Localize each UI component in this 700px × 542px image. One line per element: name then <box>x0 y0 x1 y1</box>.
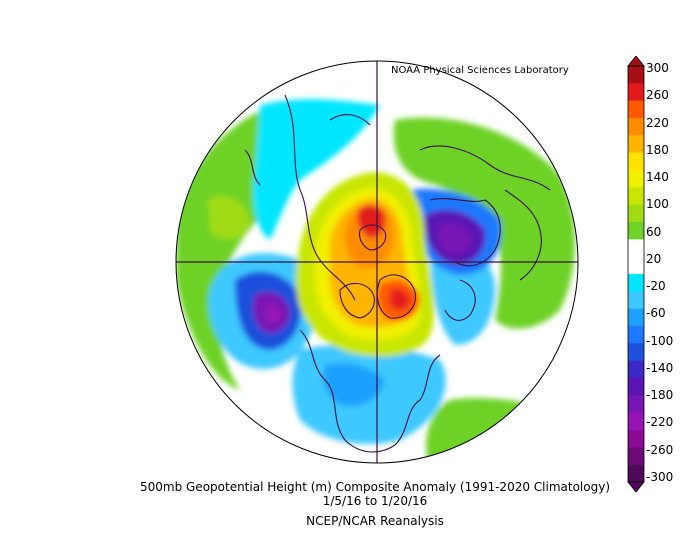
colorbar-swatch <box>628 464 644 483</box>
colorbar-swatch <box>628 447 644 465</box>
colorbar-tick-label: -140 <box>646 360 674 375</box>
colorbar-swatch <box>628 204 644 223</box>
colorbar-swatch <box>628 412 644 431</box>
colorbar-tick-label: 20 <box>646 251 662 266</box>
colorbar-tick-label: -300 <box>646 470 674 484</box>
colorbar-swatch <box>628 378 644 396</box>
colorbar-tick-label: -260 <box>646 442 674 457</box>
map-disc <box>176 61 578 463</box>
colorbar-tick-label: -60 <box>646 306 666 321</box>
colorbar-swatch <box>628 100 644 119</box>
colorbar-tick-label: -20 <box>646 279 666 294</box>
colorbar-tick-label: 220 <box>646 115 669 130</box>
colorbar-swatch <box>628 256 644 275</box>
colorbar-swatch <box>628 187 644 205</box>
colorbar-swatch <box>628 360 644 379</box>
colorbar-tick-label: 140 <box>646 170 669 185</box>
colorbar-swatch <box>628 222 644 240</box>
colorbar-swatch <box>628 239 644 257</box>
date-range: 1/5/16 to 1/20/16 <box>322 494 428 508</box>
colorbar-tick-label: -180 <box>646 388 674 403</box>
colorbar-swatch <box>628 326 644 344</box>
colorbar-bottom-arrow <box>627 481 645 492</box>
colorbar <box>627 56 645 492</box>
colorbar-swatch <box>628 66 644 84</box>
colorbar-tick-label: 180 <box>646 142 669 157</box>
colorbar-swatch <box>628 308 644 327</box>
colorbar-tick-label: -220 <box>646 415 674 430</box>
credit-label: NOAA Physical Sciences Laboratory <box>391 65 569 76</box>
colorbar-swatch <box>628 291 644 309</box>
data-source: NCEP/NCAR Reanalysis <box>306 514 444 528</box>
colorbar-swatch <box>628 430 644 448</box>
colorbar-swatch <box>628 152 644 171</box>
colorbar-swatch <box>628 170 644 188</box>
colorbar-swatch <box>628 135 644 153</box>
colorbar-tick-label: 260 <box>646 88 669 103</box>
colorbar-tick-label: 100 <box>646 197 669 212</box>
colorbar-swatch <box>628 395 644 413</box>
colorbar-tick-label: -100 <box>646 333 674 348</box>
colorbar-tick-label: 300 <box>646 61 669 75</box>
colorbar-swatch <box>628 118 644 136</box>
colorbar-top-arrow <box>627 56 645 67</box>
colorbar-swatch <box>628 343 644 361</box>
map-title: 500mb Geopotential Height (m) Composite … <box>139 480 610 494</box>
coastlines <box>244 94 551 453</box>
map-border <box>175 60 579 464</box>
colorbar-swatch <box>628 83 644 101</box>
colorbar-swatch <box>628 274 644 292</box>
colorbar-tick-label: 60 <box>646 224 662 239</box>
